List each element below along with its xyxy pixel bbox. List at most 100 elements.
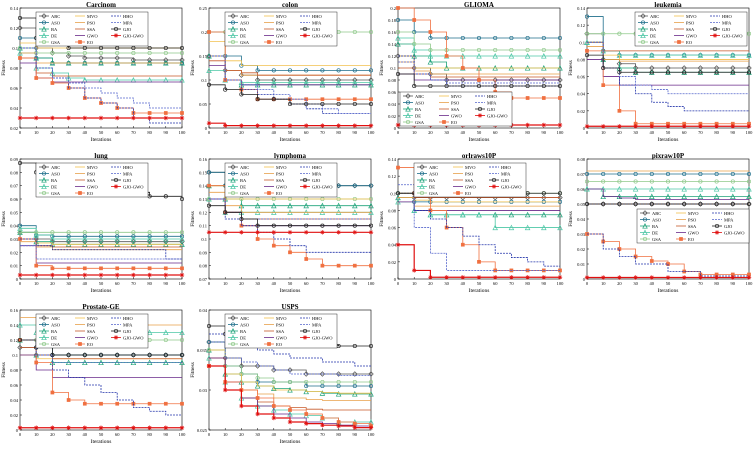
legend-label-de: DE <box>415 113 421 118</box>
data-point-aso <box>395 17 401 23</box>
x-tick-label: 50 <box>99 432 104 437</box>
data-point-gsa <box>368 29 374 35</box>
data-point-abc <box>65 53 72 59</box>
data-point-eo <box>34 360 39 365</box>
data-point-aso <box>352 183 357 188</box>
data-point-aso <box>255 68 260 73</box>
legend-label-eo: EO <box>276 191 283 196</box>
data-point-aso <box>179 234 185 239</box>
data-point-gjo <box>714 201 719 207</box>
data-point-gjo <box>412 83 417 89</box>
x-tick-label: 80 <box>714 281 719 286</box>
data-point-gjo <box>395 191 401 196</box>
y-tick-label: 0.05 <box>199 102 208 107</box>
series-line-gjo <box>209 84 371 105</box>
data-point-gjo-gwo <box>746 124 752 129</box>
data-point-gjo-gwo <box>50 272 55 278</box>
data-point-eo <box>460 66 465 70</box>
x-tick-label: 70 <box>131 281 136 286</box>
data-point-eo <box>66 398 71 402</box>
x-tick-label: 30 <box>255 130 260 135</box>
data-point-aso <box>115 234 120 239</box>
legend-box <box>399 91 513 127</box>
data-point-abc <box>541 77 547 83</box>
legend-label-ssa: SSA <box>686 27 695 32</box>
legend-marker-gjo <box>712 26 718 32</box>
data-point-gsa <box>82 230 87 235</box>
series-line-aso <box>209 31 371 71</box>
data-point-abc <box>17 25 23 31</box>
legend-label-eo: EO <box>686 40 693 45</box>
data-point-gjo-gwo <box>633 124 638 129</box>
data-point-gjo-gwo <box>17 115 23 121</box>
legend-label-aso: ASO <box>429 171 439 176</box>
y-tick-label: 0.1 <box>390 66 396 71</box>
data-point-aso <box>428 35 433 41</box>
series-line-ssa <box>209 60 371 76</box>
data-point-gjo-gwo <box>115 425 120 430</box>
x-tick-label: 40 <box>272 130 277 135</box>
legend-marker-ba <box>642 223 648 229</box>
y-tick-label: 0.25 <box>199 6 208 11</box>
data-point-gjo-gwo <box>239 123 244 128</box>
legend-label-ba: BA <box>240 178 247 183</box>
data-point-gjo-gwo <box>271 123 276 128</box>
data-point-eo <box>147 266 152 271</box>
y-tick-label: 0.09 <box>10 157 19 162</box>
data-point-gjo-gwo <box>649 124 654 129</box>
legend-marker-gjo-gwo <box>477 113 483 118</box>
data-point-de <box>616 186 623 192</box>
legend-label-gsa: GSA <box>650 40 660 45</box>
y-tick-label: 0.16 <box>388 30 397 35</box>
data-point-gjo <box>476 83 482 89</box>
legend-label-mpa: MPA <box>123 171 133 176</box>
chart-panel-carcinom: Carcinom 0.02 0.04 0.06 0.08 0.1 0.12 0.14 0 10 20… <box>1 1 186 143</box>
chart-title: orlraws10P <box>462 152 497 160</box>
data-point-eo <box>336 420 341 424</box>
legend-marker-gsa <box>230 39 236 45</box>
x-tick-label: 70 <box>509 130 514 135</box>
data-point-gjo-gwo <box>66 272 71 278</box>
legend-label-abc: ABC <box>650 14 659 19</box>
data-point-gjo <box>541 83 546 89</box>
data-point-abc <box>319 371 326 377</box>
x-tick-label: 80 <box>336 281 341 286</box>
y-axis-label: Fitness <box>190 211 196 227</box>
y-tick-label: 0.14 <box>199 184 208 189</box>
x-tick-label: 80 <box>525 130 530 135</box>
legend-label-de: DE <box>429 184 435 189</box>
data-point-eo <box>320 97 325 102</box>
data-point-gjo <box>17 15 23 21</box>
y-tick-label: 0.02 <box>10 413 18 418</box>
y-tick-label: 0.04 <box>10 106 19 111</box>
legend-marker-ba <box>419 177 425 183</box>
legend-label-mvo: MVO <box>87 316 98 321</box>
data-point-de <box>492 53 498 59</box>
data-point-ba <box>319 390 326 396</box>
data-point-gsa <box>601 179 606 184</box>
legend-label-eo: EO <box>688 237 695 242</box>
legend-label-abc: ABC <box>652 211 661 216</box>
data-point-de <box>649 186 655 192</box>
x-tick-label: 50 <box>99 281 104 286</box>
x-tick-label: 60 <box>115 130 120 135</box>
data-point-gjo-gwo <box>115 272 120 278</box>
data-point-gjo-gwo <box>617 275 622 280</box>
data-point-gjo <box>746 201 752 207</box>
data-point-de <box>98 236 104 242</box>
data-point-gjo-gwo <box>698 124 703 129</box>
legend-marker-ba <box>230 328 236 334</box>
data-point-de <box>632 52 639 58</box>
data-point-gsa <box>746 179 752 184</box>
legend-label-ssa: SSA <box>276 178 285 183</box>
legend-marker-de <box>405 112 411 119</box>
data-point-gjo-gwo <box>287 230 293 235</box>
data-point-gjo-gwo <box>557 275 563 280</box>
legend-label-abc: ABC <box>415 94 424 99</box>
x-tick-label: 50 <box>666 281 671 286</box>
x-tick-label: 90 <box>164 432 169 437</box>
chart-title: Prostate-GE <box>82 303 120 311</box>
data-point-gsa <box>179 337 185 343</box>
data-point-gjo-gwo <box>271 230 276 235</box>
series-line-eo <box>20 57 182 114</box>
